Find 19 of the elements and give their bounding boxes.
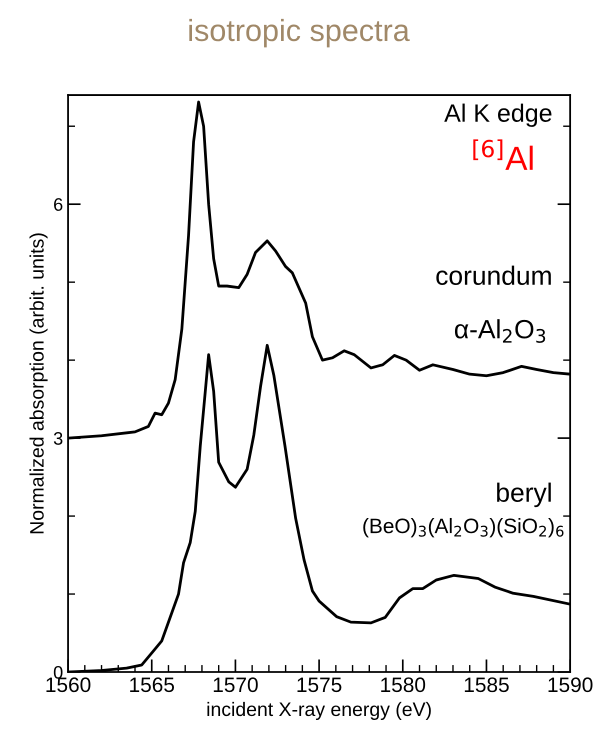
x-tick-label: 1590 [548, 677, 592, 692]
text: (BeO)$_{3}$(Al$_{2}$O$_{3}$)(SiO$_{2}$)$_{6}$ [363, 518, 564, 538]
annotation: α-Al$_{2}$O$_{3}$ [454, 319, 546, 343]
y-tick-label: 0 [54, 666, 62, 679]
legend-label: corundum [436, 266, 551, 286]
x-tick-label: 1565 [130, 677, 174, 692]
chart-title: isotropic spectra [189, 18, 410, 48]
annotation: $^{[6]}$Al [473, 139, 533, 170]
x-tick-label: 1575 [298, 678, 342, 692]
y-axis-title: Normalized absorption (arbit. units) [29, 233, 48, 534]
y-tick-label: 6 [54, 198, 62, 211]
y-tick-label: 3 [54, 432, 62, 445]
text: beryl [497, 482, 551, 508]
x-tick-label: 1580 [381, 677, 426, 692]
x-tick-label: 1570 [214, 677, 258, 692]
x-tick-label: 1585 [464, 677, 509, 692]
annotation: Al K edge [444, 104, 552, 127]
x-axis-title: incident X-ray energy (eV) [207, 702, 431, 720]
x-tick-label: 1560 [46, 677, 90, 692]
